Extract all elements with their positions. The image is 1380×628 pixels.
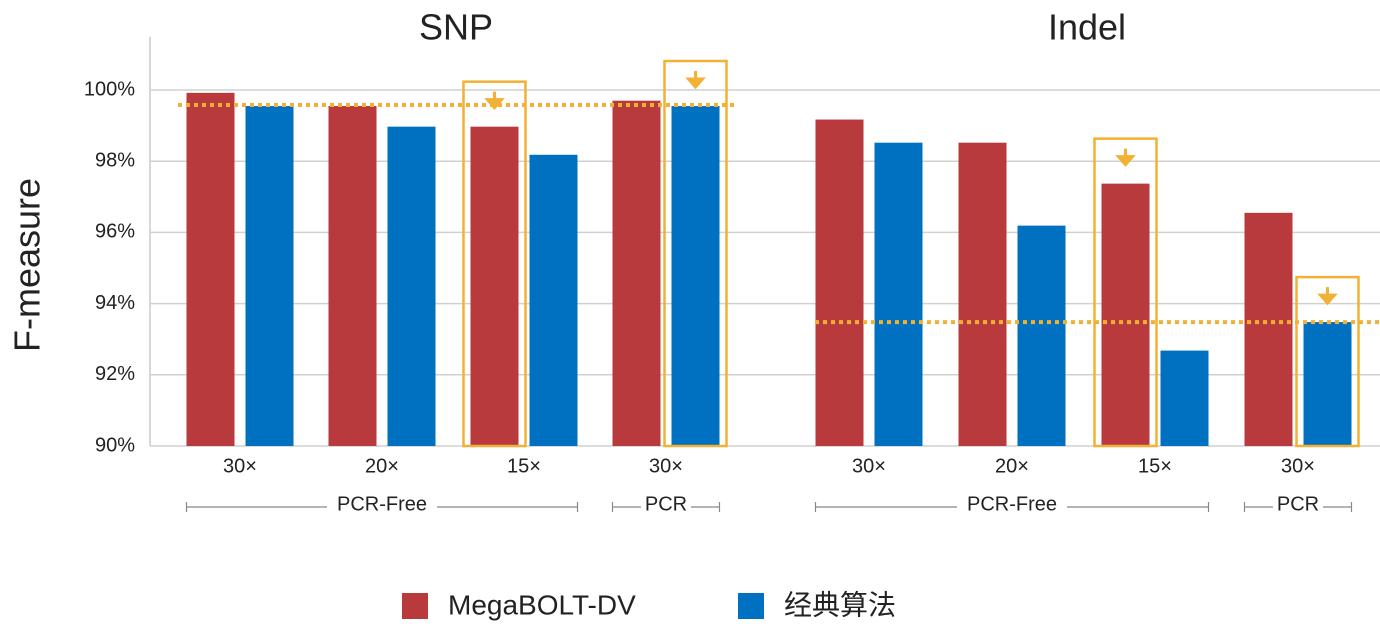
highlight-box [663, 59, 728, 448]
y-tick-label: 92% [95, 363, 135, 385]
bar [186, 92, 235, 447]
x-tick-label: 15× [1138, 455, 1172, 477]
y-tick-label: 98% [95, 149, 135, 171]
group-label: PCR-Free [337, 493, 427, 515]
x-tick-label: 15× [507, 455, 541, 477]
panel-title: Indel [1048, 7, 1126, 48]
bar [1017, 225, 1066, 446]
bar [612, 100, 661, 447]
bar [958, 142, 1007, 447]
y-tick-label: 94% [95, 292, 135, 314]
highlight-box [1295, 275, 1360, 448]
bar [874, 142, 923, 447]
bar [1160, 350, 1209, 446]
highlight-box [1093, 137, 1158, 448]
x-tick-label: 30× [852, 455, 886, 477]
bar [1303, 322, 1352, 446]
highlight-arrow [1115, 148, 1136, 167]
legend-swatch [402, 593, 428, 619]
bar [470, 126, 519, 446]
bar [328, 106, 377, 447]
bar [387, 126, 436, 446]
highlight-arrow [1317, 287, 1338, 306]
bar [1101, 183, 1150, 447]
legend-label: MegaBOLT-DV [448, 589, 636, 620]
x-tick-label: 30× [223, 455, 257, 477]
legend-label: 经典算法 [784, 589, 896, 620]
y-axis-label: F-measure [7, 178, 48, 352]
highlight-box [462, 80, 527, 448]
panel-title: SNP [419, 7, 493, 48]
group-label: PCR [1277, 493, 1319, 515]
legend-swatch [738, 593, 764, 619]
highlight-arrow [484, 91, 505, 110]
bar [245, 106, 294, 447]
y-tick-label: 96% [95, 221, 135, 243]
bar [529, 154, 578, 447]
bar [815, 119, 864, 446]
group-label: PCR [645, 493, 687, 515]
x-tick-label: 20× [365, 455, 399, 477]
x-tick-label: 30× [649, 455, 683, 477]
x-tick-label: 30× [1281, 455, 1315, 477]
bar [671, 106, 720, 447]
bar [1244, 212, 1293, 446]
x-tick-label: 20× [995, 455, 1029, 477]
highlight-arrow [685, 71, 706, 90]
group-label: PCR-Free [967, 493, 1057, 515]
y-tick-label: 90% [95, 434, 135, 456]
y-tick-label: 100% [84, 78, 135, 100]
